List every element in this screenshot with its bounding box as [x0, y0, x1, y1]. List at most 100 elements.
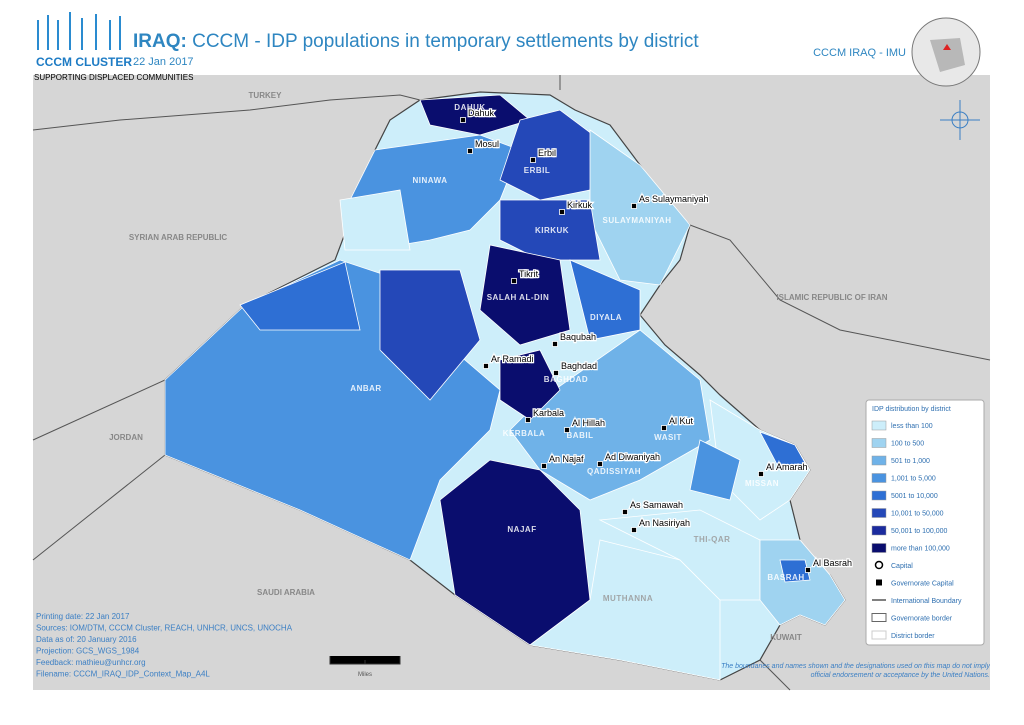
- country-label: KUWAIT: [770, 633, 802, 642]
- footer-line: Data as of: 20 January 2016: [36, 635, 137, 644]
- scale-bar: [329, 656, 401, 665]
- disclaimer: The boundaries and names shown and the d…: [721, 663, 990, 679]
- governorate-label: SULAYMANIYAH: [603, 216, 672, 225]
- legend-symbol: [874, 560, 884, 570]
- legend-swatch: [871, 508, 887, 518]
- governorate-label: SALAH AL-DIN: [487, 293, 550, 302]
- date: 22 Jan 2017: [133, 56, 194, 68]
- governorate-label: QADISSIYAH: [587, 467, 641, 476]
- governorate-label: ERBIL: [524, 166, 551, 175]
- org: CCCM IRAQ - IMU: [813, 47, 906, 59]
- governorate-label: ANBAR: [350, 384, 381, 393]
- country-label: SAUDI ARABIA: [257, 588, 315, 597]
- city-label: Tikrit: [519, 269, 539, 279]
- neighbour-borders: [32, 75, 991, 691]
- legend-swatch: [871, 420, 887, 431]
- logo-title: CCCM CLUSTER: [36, 55, 132, 69]
- district: [339, 189, 411, 251]
- legend-label: District border: [891, 633, 935, 640]
- city-marker: [483, 363, 489, 369]
- locator-marker: [943, 44, 951, 50]
- district: [479, 244, 571, 346]
- legend-swatch: [871, 473, 887, 483]
- governorate-label: THI-QAR: [694, 535, 731, 544]
- city-marker: [460, 117, 466, 123]
- legend-label: 501 to 1,000: [891, 458, 930, 465]
- governorate-labels: DAHUK NINAWA ERBIL KIRKUK SULAYMANIYAH S…: [350, 103, 804, 603]
- city-label: Erbil: [538, 148, 556, 158]
- city-marker: [511, 278, 517, 284]
- locator-land: [930, 38, 965, 72]
- governorate-label: NINAWA: [413, 176, 448, 185]
- legend-swatch: [871, 525, 887, 536]
- legend-label: 50,001 to 100,000: [891, 528, 948, 535]
- footer-line: Feedback: mathieu@unhcr.org: [36, 658, 146, 667]
- legend-label: Governorate border: [891, 616, 953, 623]
- city-marker: [661, 425, 667, 431]
- legend-label: more than 100,000: [891, 546, 950, 553]
- governorate-label: MUTHANNA: [603, 594, 653, 603]
- legend-swatch: [871, 438, 887, 448]
- city-label: Kirkuk: [567, 200, 593, 210]
- city-label: Mosul: [475, 139, 499, 149]
- country-label: SYRIAN ARAB REPUBLIC: [129, 233, 228, 242]
- city-label: As Samawah: [630, 500, 683, 510]
- district: [759, 431, 809, 471]
- city-label: Al Hillah: [572, 418, 605, 428]
- logo-figures: [37, 12, 121, 50]
- city-marker: [559, 209, 565, 215]
- district: [509, 329, 711, 501]
- disclaimer-box: The boundaries and names shown and the d…: [721, 663, 990, 679]
- district: [239, 261, 361, 331]
- legend-label: International Boundary: [891, 598, 962, 605]
- scale-unit: Miles: [358, 672, 372, 678]
- legend-label: 100 to 500: [891, 441, 924, 448]
- governorate-label: DAHUK: [454, 103, 485, 112]
- city-marker: [631, 203, 637, 209]
- header: CCCM CLUSTER SUPPORTING DISPLACED COMMUN…: [0, 0, 1024, 87]
- city-marker: [805, 567, 811, 573]
- city-marker: [530, 157, 536, 163]
- header-background: [0, 0, 1024, 75]
- country-label: TURKEY: [249, 91, 283, 100]
- legend-box: [865, 399, 985, 646]
- city-label: Ad Diwaniyah: [605, 452, 660, 462]
- city-label: Karbala: [533, 408, 564, 418]
- governorate-label: KERBALA: [503, 429, 546, 438]
- city-label: Al Amarah: [766, 462, 808, 472]
- city-label: An Nasiriyah: [639, 518, 690, 528]
- title-prefix: IRAQ:: [133, 31, 187, 52]
- city-label: Baghdad: [561, 361, 597, 371]
- governorate-label: BAGHDAD: [544, 375, 588, 384]
- country-labels: TURKEY SYRIAN ARAB REPUBLIC ISLAMIC REPU…: [109, 91, 888, 642]
- footer-line: Projection: GCS_WGS_1984: [36, 647, 140, 656]
- title: IRAQ: CCCM - IDP populations in temporar…: [133, 31, 699, 52]
- legend-label: less than 100: [891, 423, 933, 430]
- district: [439, 459, 591, 646]
- city-labels: Dahuk Mosul Erbil Kirkuk As Sulaymaniyah Tikr…: [460, 107, 853, 573]
- legend-label: 10,001 to 50,000: [891, 511, 944, 518]
- city-marker: [525, 417, 531, 423]
- city-label: As Sulaymaniyah: [639, 194, 709, 204]
- governorate-label: BABIL: [567, 431, 594, 440]
- compass: [940, 100, 980, 140]
- city-label: Al Kut: [669, 416, 694, 426]
- city-marker: [553, 370, 559, 376]
- city-marker: [758, 471, 764, 477]
- country-label: JORDAN: [109, 433, 143, 442]
- legend-label: Governorate Capital: [891, 581, 954, 588]
- legend-swatch: [871, 490, 887, 501]
- city-label: Dahuk: [468, 108, 495, 118]
- city-label: Baqubah: [560, 332, 596, 342]
- city-marker: [631, 527, 637, 533]
- city-marker: [564, 427, 570, 433]
- country-label: ISLAMIC REPUBLIC OF IRAN: [776, 293, 887, 302]
- legend-swatch: [871, 543, 887, 553]
- districts: [164, 94, 846, 681]
- district: [419, 94, 531, 136]
- governorate-label: KIRKUK: [535, 226, 569, 235]
- district: [779, 559, 811, 583]
- legend-symbol: [876, 579, 882, 586]
- district: [689, 439, 741, 501]
